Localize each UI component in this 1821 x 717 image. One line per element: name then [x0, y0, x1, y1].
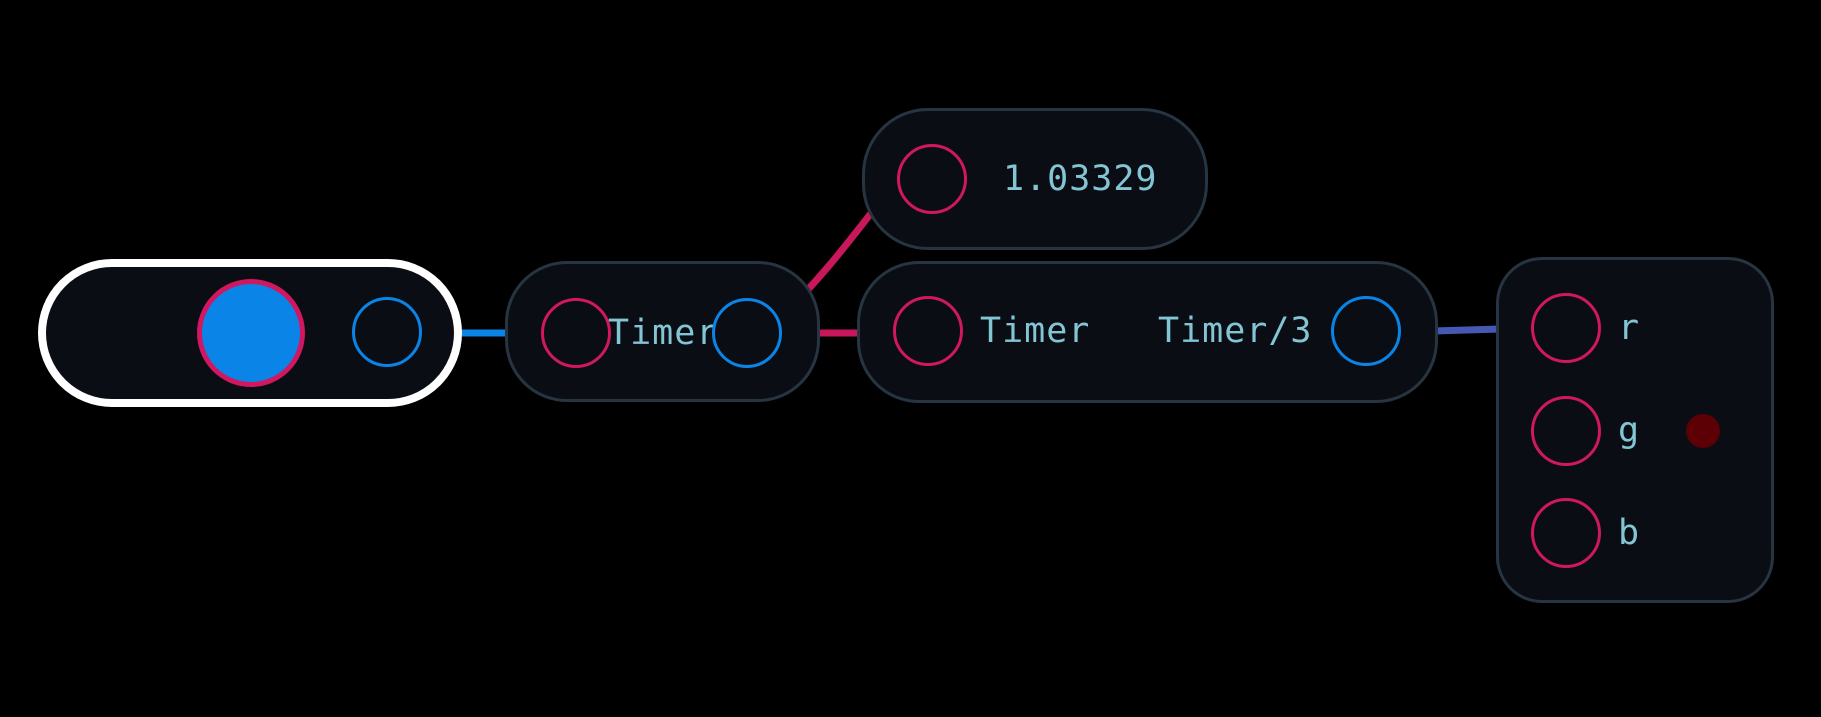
timer-output-port[interactable]	[712, 298, 782, 368]
divide-input-label: Timer	[980, 311, 1091, 351]
color-input-label-g: g	[1618, 411, 1641, 451]
source-output-port[interactable]	[352, 297, 422, 367]
divide-output-port[interactable]	[1331, 296, 1401, 366]
divide-output-label: Timer/3	[1158, 311, 1313, 351]
color-input-port-b[interactable]	[1531, 498, 1601, 568]
color-input-port-g[interactable]	[1531, 396, 1601, 466]
timer-node-label: Timer	[608, 313, 719, 353]
timer-input-port[interactable]	[541, 298, 611, 368]
source-knob[interactable]	[197, 279, 305, 387]
color-input-label-b: b	[1618, 513, 1641, 553]
value-display-input-port[interactable]	[897, 144, 967, 214]
color-preview-indicator	[1686, 414, 1720, 448]
divide-input-port[interactable]	[893, 296, 963, 366]
color-input-label-r: r	[1618, 308, 1641, 348]
color-input-port-r[interactable]	[1531, 293, 1601, 363]
value-display-text: 1.03329	[1003, 159, 1158, 199]
